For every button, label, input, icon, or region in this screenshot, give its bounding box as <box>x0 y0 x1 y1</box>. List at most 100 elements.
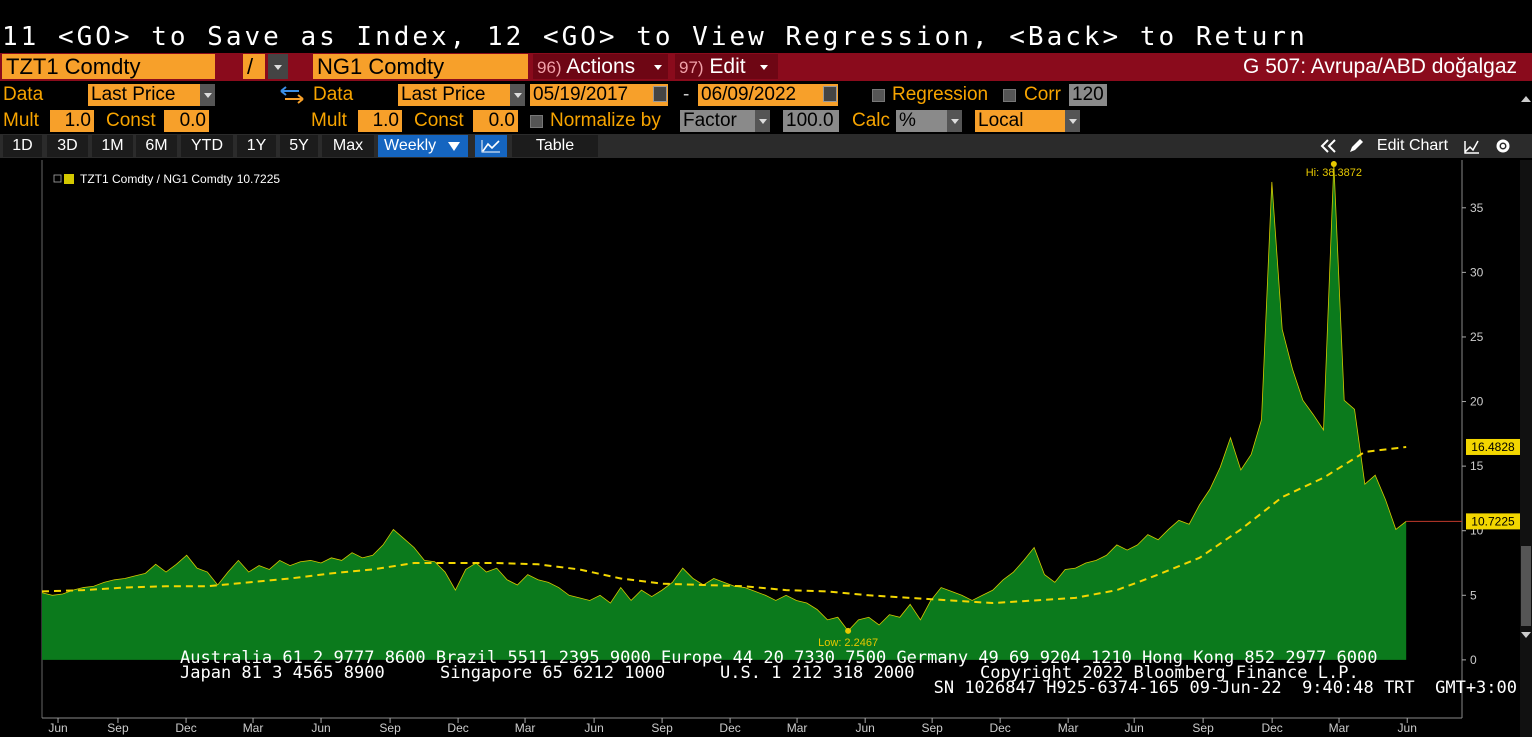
label: Data <box>3 84 44 105</box>
range-button[interactable]: 5Y <box>280 135 318 157</box>
security-input[interactable]: TZT1 Comdty <box>2 54 215 79</box>
label: Mult <box>311 110 347 131</box>
menu-number: 97) <box>679 58 704 77</box>
x-tick-label: Dec <box>719 721 740 735</box>
value-tag-label: 10.7225 <box>1471 514 1515 528</box>
edit-chart-button[interactable]: Edit Chart <box>1376 137 1449 154</box>
table-button[interactable]: Table <box>512 135 598 157</box>
end-date[interactable]: 06/09/2022 <box>698 84 838 106</box>
normalize-dropdown[interactable]: Factor <box>680 110 770 132</box>
const-input[interactable]: 0.0 <box>473 110 518 132</box>
operator-input[interactable]: / <box>243 54 265 79</box>
footer-text: Australia 61 2 9777 8600 Brazil 5511 239… <box>180 648 1378 668</box>
menu-label: Actions <box>566 55 636 78</box>
y-tick-label: 30 <box>1470 265 1484 279</box>
checkbox[interactable] <box>872 89 885 102</box>
label: Const <box>414 110 464 131</box>
x-tick-label: Mar <box>243 721 264 735</box>
frequency-dropdown[interactable]: Weekly <box>378 135 468 157</box>
range-button[interactable]: 3D <box>47 135 88 157</box>
moving-average <box>41 445 1407 605</box>
scroll-arrow[interactable] <box>1521 632 1531 638</box>
value-tag <box>1466 438 1520 455</box>
chart-type-button[interactable] <box>475 135 507 157</box>
label: Mult <box>3 110 39 131</box>
label: Corr <box>1024 84 1061 105</box>
y-tick-label: 0 <box>1470 653 1477 667</box>
legend-swatch <box>64 174 74 184</box>
x-tick-label: Sep <box>921 721 943 735</box>
label: Normalize by <box>550 110 661 131</box>
x-tick-label: Mar <box>787 721 808 735</box>
x-tick-label: Dec <box>1261 721 1282 735</box>
command-line: 11 <GO> to Save as Index, 12 <GO> to Vie… <box>2 22 1308 52</box>
footer-text: Singapore 65 6212 1000 <box>440 663 666 683</box>
x-tick-label: Sep <box>1192 721 1214 735</box>
low-label: Low: 2.2467 <box>818 637 878 649</box>
high-marker <box>1330 161 1337 168</box>
legend-name: TZT1 Comdty / NG1 Comdty <box>80 172 233 186</box>
x-tick-label: Sep <box>107 721 129 735</box>
calendar-icon[interactable] <box>653 86 667 102</box>
start-date[interactable]: 05/19/2017 <box>530 84 668 106</box>
const-input[interactable]: 0.0 <box>164 110 209 132</box>
range-button[interactable]: 6M <box>136 135 177 157</box>
range-button[interactable]: YTD <box>181 135 233 157</box>
y-tick-label: 25 <box>1470 330 1484 344</box>
x-tick-label: Jun <box>584 721 603 735</box>
currency-dropdown[interactable]: Local <box>975 110 1080 132</box>
operator-dropdown[interactable] <box>268 54 288 79</box>
scrollbar[interactable] <box>1520 160 1532 737</box>
footer-text: Japan 81 3 4565 8900 <box>180 663 385 683</box>
checkbox[interactable] <box>1003 89 1016 102</box>
collapse-icon[interactable] <box>1318 138 1340 154</box>
legend-entry: TZT1 Comdty / NG1 Comdty 10.7225 <box>80 172 280 186</box>
footer-text: SN 1026847 H925-6374-165 09-Jun-22 9:40:… <box>933 678 1517 698</box>
mult-input[interactable]: 1.0 <box>358 110 402 132</box>
mult-input[interactable]: 1.0 <box>50 110 94 132</box>
function-title: G 507: Avrupa/ABD doğalgaz <box>1243 55 1517 78</box>
low-marker <box>845 627 852 634</box>
y-tick-label: 35 <box>1470 201 1484 215</box>
range-button[interactable]: 1Y <box>237 135 276 157</box>
area-edge <box>41 164 1407 632</box>
corr-window[interactable]: 120 <box>1069 84 1107 106</box>
x-tick-label: Mar <box>1329 721 1350 735</box>
date-separator: - <box>683 84 690 105</box>
calendar-icon[interactable] <box>823 86 837 102</box>
edit-button[interactable]: 97) Edit <box>675 54 778 79</box>
x-tick-label: Mar <box>515 721 536 735</box>
security-input[interactable]: NG1 Comdty <box>313 54 528 79</box>
frequency-label: Weekly <box>384 137 437 154</box>
range-button[interactable]: Max <box>322 135 374 157</box>
legend-value: 10.7225 <box>237 172 281 186</box>
checkbox[interactable] <box>530 115 543 128</box>
x-tick-label: Dec <box>175 721 196 735</box>
menu-label: Edit <box>709 55 746 78</box>
footer-text: U.S. 1 212 318 2000 <box>720 663 915 683</box>
x-tick-label: Jun <box>855 721 874 735</box>
footer-text: Copyright 2022 Bloomberg Finance L.P. <box>980 663 1359 683</box>
y-tick-label: 5 <box>1470 588 1477 602</box>
chart-tools-icons[interactable] <box>1463 137 1519 155</box>
actions-button[interactable]: 96) Actions <box>533 54 668 79</box>
label: Data <box>313 84 354 105</box>
x-tick-label: Sep <box>651 721 673 735</box>
normalize-value[interactable]: 100.0 <box>783 110 839 132</box>
label: Regression <box>892 84 989 105</box>
x-tick-label: Dec <box>989 721 1010 735</box>
field-dropdown[interactable]: Last Price <box>398 84 525 106</box>
menu-number: 96) <box>537 58 562 77</box>
area <box>42 164 1407 660</box>
scroll-thumb[interactable] <box>1521 546 1531 626</box>
pencil-icon[interactable] <box>1347 137 1367 155</box>
range-button[interactable]: 1M <box>92 135 133 157</box>
field-dropdown[interactable]: Last Price <box>88 84 215 106</box>
scroll-arrow[interactable] <box>1520 88 1532 108</box>
range-button[interactable]: 1D <box>3 135 42 157</box>
calc-dropdown[interactable]: % <box>896 110 962 132</box>
swap-icon[interactable] <box>279 85 305 105</box>
value-tag <box>1466 513 1520 530</box>
